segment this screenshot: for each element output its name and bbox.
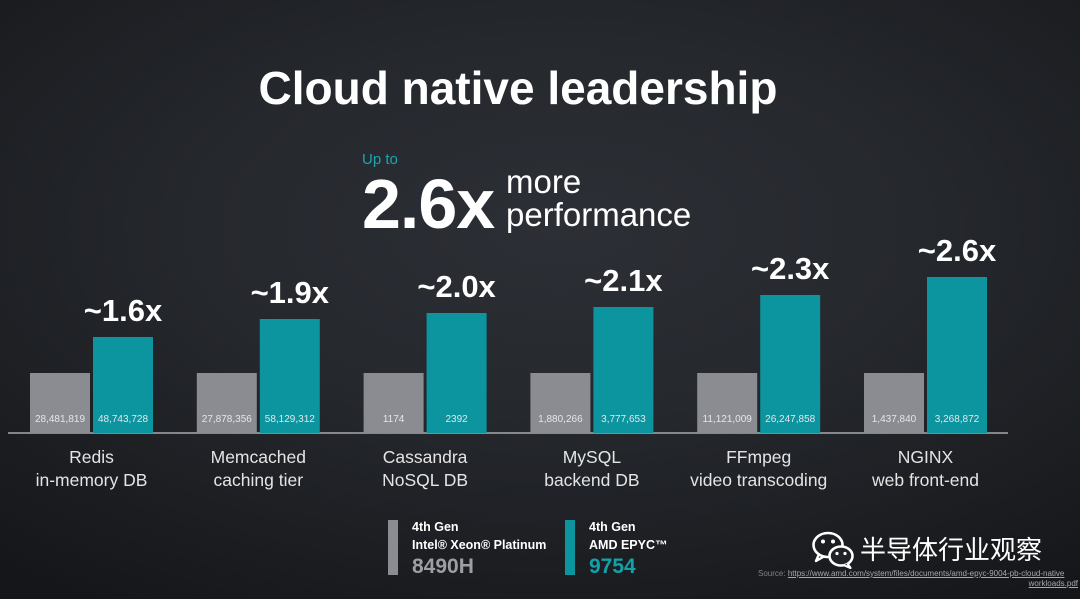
bar-intel-xeon-cassandra: [363, 373, 424, 433]
source-line: Source: https://www.amd.com/system/files…: [758, 569, 1078, 579]
category-label-nginx: NGINX: [898, 447, 954, 467]
headline-prefix: Up to: [362, 151, 398, 168]
legend-label-intel-xeon: 4th Gen Intel® Xeon® Platinum 8490H: [412, 518, 546, 579]
category-sublabel-memcached: caching tier: [214, 470, 304, 490]
slide-title: Cloud native leadership: [258, 62, 778, 114]
watermark-text: 半导体行业观察: [860, 535, 1043, 565]
category-sublabel-mysql: backend DB: [544, 470, 639, 490]
bar-value-label: 1,880,266: [538, 414, 583, 425]
bar-value-label: 58,129,312: [265, 414, 315, 425]
source-link-continued[interactable]: workloads.pdf: [1028, 579, 1078, 588]
bar-value-label: 1,437,840: [872, 414, 917, 425]
bar-chart: 28,481,819 48,743,728 ~1.6x Redis in-memory …: [8, 233, 1008, 490]
category-label-mysql: MySQL: [563, 447, 622, 467]
category-sublabel-ffmpeg: video transcoding: [690, 470, 827, 490]
source-label: Source:: [758, 569, 786, 578]
bar-amd-epyc-mysql: [593, 307, 654, 433]
bar-value-label: 11,121,009: [703, 414, 753, 425]
wechat-icon: [812, 531, 854, 570]
uplift-label: ~1.9x: [251, 275, 330, 310]
source-link[interactable]: https://www.amd.com/system/files/documen…: [787, 569, 1065, 578]
bar-value-label: 28,481,819: [35, 414, 85, 425]
category-sublabel-redis: in-memory DB: [36, 470, 148, 490]
bar-value-label: 27,878,356: [202, 414, 252, 425]
bar-amd-epyc-ffmpeg: [760, 295, 821, 433]
legend-model: 8490H: [412, 555, 474, 578]
bar-value-label: 3,268,872: [935, 414, 980, 425]
category-sublabel-cassandra: NoSQL DB: [382, 470, 468, 490]
legend-swatch-intel-xeon: [388, 520, 398, 575]
uplift-label: ~2.0x: [417, 269, 496, 304]
bar-value-label: 1174: [383, 414, 405, 425]
category-label-ffmpeg: FFmpeg: [726, 447, 791, 467]
bar-amd-epyc-memcached: [259, 319, 320, 433]
bar-amd-epyc-cassandra: [426, 313, 487, 433]
category-label-cassandra: Cassandra: [383, 447, 468, 467]
headline-line2: performance: [506, 196, 692, 233]
category-label-memcached: Memcached: [211, 447, 306, 467]
source-line: workloads.pdf: [758, 579, 1078, 589]
bar-value-label: 26,247,858: [765, 414, 815, 425]
bar-value-label: 2392: [445, 414, 468, 425]
bar-intel-xeon-mysql: [530, 373, 591, 433]
bar-intel-xeon-nginx: [864, 373, 924, 433]
legend-generation: 4th Gen: [589, 520, 636, 534]
uplift-label: ~2.6x: [918, 233, 997, 268]
category-label-redis: Redis: [69, 447, 114, 467]
bar-intel-xeon-redis: [30, 373, 90, 433]
bar-intel-xeon-memcached: [196, 373, 257, 433]
bar-intel-xeon-ffmpeg: [697, 373, 758, 433]
uplift-label: ~1.6x: [84, 293, 163, 328]
bar-amd-epyc-redis: [93, 337, 153, 433]
legend-model: 9754: [589, 555, 636, 578]
legend-label-amd-epyc: 4th Gen AMD EPYC™ 9754: [589, 518, 667, 579]
legend-product: Intel® Xeon® Platinum: [412, 538, 547, 552]
source-note: Source: https://www.amd.com/system/files…: [758, 569, 1078, 589]
headline-value: 2.6x: [362, 165, 495, 243]
legend-swatch-amd-epyc: [565, 520, 575, 575]
category-sublabel-nginx: web front-end: [871, 470, 979, 490]
legend-generation: 4th Gen: [412, 520, 459, 534]
uplift-label: ~2.3x: [751, 251, 830, 286]
bar-amd-epyc-nginx: [927, 277, 987, 433]
uplift-label: ~2.1x: [584, 263, 663, 298]
legend-product: AMD EPYC™: [589, 538, 668, 552]
bar-value-label: 48,743,728: [98, 414, 148, 425]
bar-value-label: 3,777,653: [601, 414, 646, 425]
headline-line1: more: [506, 163, 582, 200]
